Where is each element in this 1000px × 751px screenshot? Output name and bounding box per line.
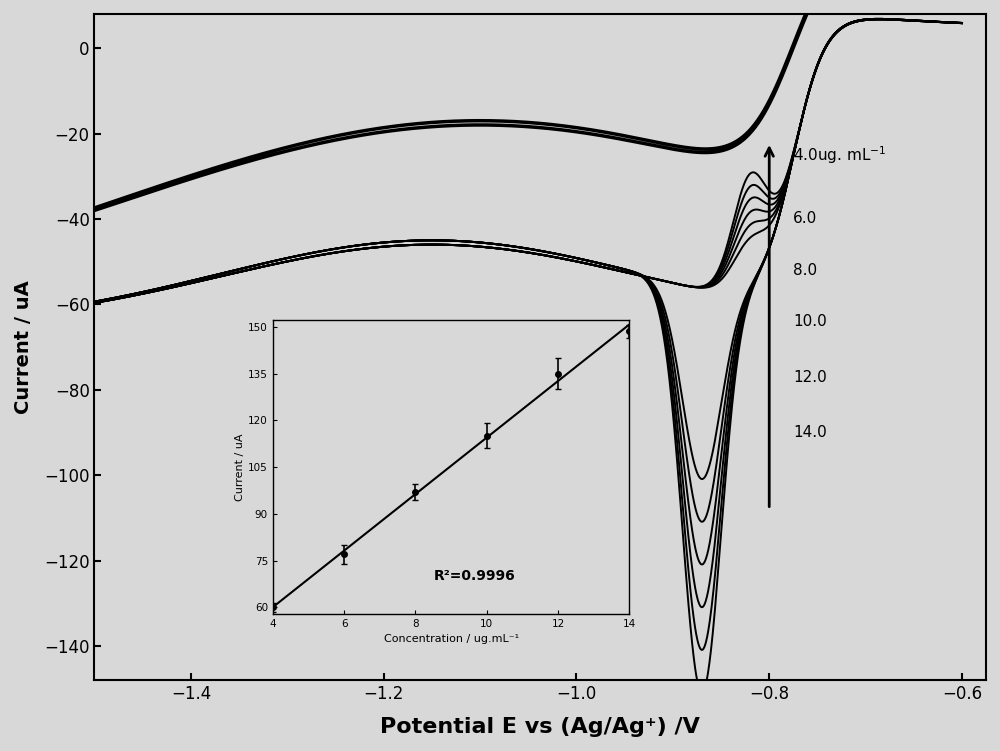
X-axis label: Potential E vs (Ag/Ag⁺) /V: Potential E vs (Ag/Ag⁺) /V — [380, 717, 700, 737]
Text: 8.0: 8.0 — [793, 263, 817, 278]
Text: 6.0: 6.0 — [793, 212, 818, 227]
Text: 10.0: 10.0 — [793, 314, 827, 329]
Text: 14.0: 14.0 — [793, 425, 827, 440]
Y-axis label: Current / uA: Current / uA — [14, 280, 33, 414]
Text: 4.0ug. mL$^{-1}$: 4.0ug. mL$^{-1}$ — [793, 144, 887, 166]
Text: 12.0: 12.0 — [793, 369, 827, 385]
